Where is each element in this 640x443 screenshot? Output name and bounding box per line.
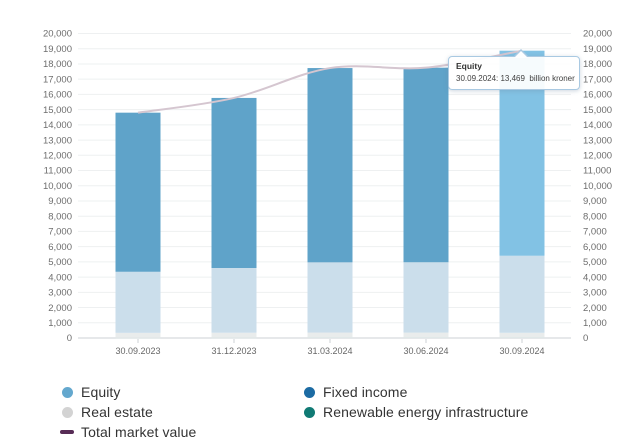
x-axis-label: 31.03.2024 <box>307 346 352 356</box>
bar-segment-equity[interactable] <box>115 112 161 272</box>
y-axis-label-right: 16,000 <box>583 90 612 101</box>
y-axis-label-right: 3,000 <box>583 288 607 299</box>
y-axis-label-right: 13,000 <box>583 135 612 146</box>
y-axis-label-right: 7,000 <box>583 227 607 238</box>
y-axis-label-right: 9,000 <box>583 196 607 207</box>
y-axis-label-right: 5,000 <box>583 257 607 268</box>
x-axis-label: 30.06.2024 <box>403 346 448 356</box>
legend-item-renewable-energy[interactable]: Renewable energy infrastructure <box>304 402 528 422</box>
y-axis-label-left: 18,000 <box>43 59 72 70</box>
legend-label-fixed-income: Fixed income <box>323 384 408 400</box>
tooltip-value-text: 30.09.2024: 13,469 billion kroner <box>456 73 575 83</box>
bar-segment-equity[interactable] <box>211 97 257 268</box>
y-axis-label-right: 6,000 <box>583 242 607 253</box>
y-axis-label-left: 11,000 <box>44 166 72 177</box>
legend-item-total-market-value[interactable]: Total market value <box>60 422 197 442</box>
y-axis-label-left: 7,000 <box>48 227 72 238</box>
y-axis-label-right: 19,000 <box>583 44 612 55</box>
y-axis-label-right: 17,000 <box>583 74 612 85</box>
bar-segment-real-estate[interactable] <box>403 332 449 338</box>
y-axis-label-left: 3,000 <box>48 288 72 299</box>
y-axis-label-right: 8,000 <box>583 211 607 222</box>
bar-segment-real-estate[interactable] <box>499 332 545 338</box>
total-market-value-legend-marker <box>60 430 74 434</box>
x-axis-label: 30.09.2024 <box>499 346 544 356</box>
bar-segment-fixed-income[interactable] <box>307 262 353 333</box>
bar-segment-equity[interactable] <box>403 67 449 263</box>
y-axis-label-left: 14,000 <box>43 120 72 131</box>
y-axis-label-right: 20,000 <box>583 29 612 40</box>
y-axis-label-left: 1,000 <box>48 318 72 329</box>
bar-segment-fixed-income[interactable] <box>115 271 161 333</box>
market-value-chart-plot: 0 0 1,000 1,000 2,000 2,000 3,000 3,000 4,000 4,0… <box>43 29 612 356</box>
real-estate-legend-marker <box>62 406 73 418</box>
tooltip: Equity 30.09.2024: 13,469 billion kroner <box>448 49 580 91</box>
renewable-energy-legend-marker <box>304 406 315 418</box>
y-axis-label-left: 0 <box>67 333 72 344</box>
legend-item-equity[interactable]: Equity <box>62 382 196 402</box>
y-axis-label-left: 19,000 <box>43 44 72 55</box>
bar-segment-fixed-income[interactable] <box>499 255 545 333</box>
y-axis-label-left: 6,000 <box>48 242 72 253</box>
legend-item-real-estate[interactable]: Real estate <box>62 402 196 422</box>
legend-label-renewable-energy: Renewable energy infrastructure <box>323 404 529 420</box>
y-axis-label-right: 15,000 <box>583 105 612 116</box>
tooltip-callout-arrow <box>513 49 529 58</box>
y-axis-label-right: 11,000 <box>583 166 611 177</box>
y-axis-label-left: 8,000 <box>48 211 72 222</box>
tooltip-series-title: Equity <box>456 61 482 71</box>
x-axis-label: 30.09.2023 <box>115 346 160 356</box>
bar-segment-real-estate[interactable] <box>115 332 161 338</box>
y-axis-label-right: 18,000 <box>583 59 612 70</box>
y-axis-label-left: 10,000 <box>43 181 72 192</box>
bar-segment-real-estate[interactable] <box>211 332 257 338</box>
y-axis-label-right: 14,000 <box>583 120 612 131</box>
y-axis-label-left: 12,000 <box>43 151 72 162</box>
y-axis-label-right: 4,000 <box>583 272 607 283</box>
y-axis-label-right: 2,000 <box>583 303 607 314</box>
y-axis-label-left: 20,000 <box>43 29 72 40</box>
bar-segment-fixed-income[interactable] <box>403 262 449 333</box>
legend-column-left: Equity Real estate Total market value <box>60 382 197 442</box>
legend-column-right: Fixed income Renewable energy infrastruc… <box>304 382 528 422</box>
bar-segment-real-estate[interactable] <box>307 332 353 338</box>
legend-item-fixed-income[interactable]: Fixed income <box>304 382 528 402</box>
y-axis-label-right: 1,000 <box>583 318 607 329</box>
y-axis-label-right: 12,000 <box>583 151 612 162</box>
y-axis-label-left: 5,000 <box>48 257 72 268</box>
bar-segment-fixed-income[interactable] <box>211 267 257 333</box>
y-axis-label-left: 4,000 <box>48 272 72 283</box>
y-axis-label-left: 16,000 <box>43 90 72 101</box>
legend-label-real-estate: Real estate <box>81 404 153 420</box>
equity-legend-marker <box>62 386 73 398</box>
y-axis-label-right: 0 <box>583 333 588 344</box>
y-axis-label-left: 2,000 <box>48 303 72 314</box>
y-axis-label-left: 17,000 <box>43 74 72 85</box>
x-axis-label: 31.12.2023 <box>211 346 256 356</box>
y-axis-label-left: 13,000 <box>43 135 72 146</box>
fixed-income-legend-marker <box>304 386 315 398</box>
legend-label-total-market-value: Total market value <box>81 424 197 440</box>
y-axis-label-left: 9,000 <box>48 196 72 207</box>
y-axis-label-right: 10,000 <box>583 181 612 192</box>
bar-segment-equity[interactable] <box>307 68 353 263</box>
legend-label-equity: Equity <box>81 384 121 400</box>
y-axis-label-left: 15,000 <box>43 105 72 116</box>
